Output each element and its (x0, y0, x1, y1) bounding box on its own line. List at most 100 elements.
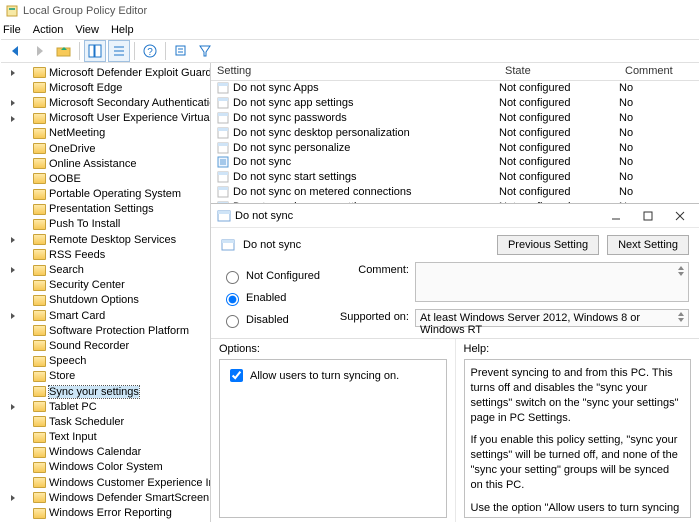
app-icon (5, 4, 19, 18)
col-state[interactable]: State (499, 63, 619, 80)
tree-item[interactable]: Task Scheduler (5, 414, 210, 429)
folder-icon (33, 128, 46, 139)
menu-help[interactable]: Help (111, 24, 134, 36)
tree-item[interactable]: Windows Error Reporting (5, 505, 210, 520)
list-header: Setting State Comment (211, 63, 699, 81)
setting-row[interactable]: Do not sync start settingsNot configured… (211, 170, 699, 185)
setting-row[interactable]: Do not sync personalizeNot configuredNo (211, 140, 699, 155)
setting-comment: No (619, 82, 699, 94)
window-title: Local Group Policy Editor (23, 5, 147, 17)
folder-icon (33, 265, 46, 276)
setting-dialog: Do not sync Do not sync Previous Setting… (211, 203, 699, 522)
svg-text:?: ? (147, 47, 153, 58)
find-icon[interactable] (170, 40, 192, 62)
menubar: File Action View Help (1, 21, 699, 39)
tree-item[interactable]: Store (5, 369, 210, 384)
col-comment[interactable]: Comment (619, 63, 699, 80)
setting-row[interactable]: Do not sync app settingsNot configuredNo (211, 96, 699, 111)
back-icon[interactable] (5, 40, 27, 62)
menu-file[interactable]: File (3, 24, 21, 36)
help-icon[interactable]: ? (139, 40, 161, 62)
tree-item[interactable]: Sound Recorder (5, 338, 210, 353)
close-icon[interactable] (667, 207, 693, 225)
toolbar: ? (1, 39, 699, 63)
tree-item[interactable]: Microsoft User Experience Virtualizatior (5, 111, 210, 126)
comment-scroll-icon[interactable] (678, 266, 686, 276)
tree-item[interactable]: Shutdown Options (5, 293, 210, 308)
setting-name: Do not sync (233, 156, 291, 168)
setting-name: Do not sync on metered connections (233, 186, 412, 198)
tree-item-label: Store (49, 370, 75, 382)
previous-setting-button[interactable]: Previous Setting (497, 235, 599, 255)
menu-view[interactable]: View (75, 24, 99, 36)
tree-item[interactable]: Remote Desktop Services (5, 232, 210, 247)
properties-icon[interactable] (108, 40, 130, 62)
dialog-icon (217, 209, 231, 223)
folder-icon (33, 371, 46, 382)
setting-row[interactable]: Do not sync passwordsNot configuredNo (211, 111, 699, 126)
dialog-subtitle: Do not sync (243, 239, 301, 251)
tree-item[interactable]: Software Protection Platform (5, 323, 210, 338)
filter-icon[interactable] (194, 40, 216, 62)
tree-pane[interactable]: Microsoft Defender Exploit GuardMicrosof… (1, 63, 211, 522)
tree-item[interactable]: Windows Calendar (5, 445, 210, 460)
tree-item-label: Speech (49, 355, 86, 367)
tree-item[interactable]: Sync your settings (5, 384, 210, 399)
tree-item[interactable]: Windows Customer Experience Improv (5, 475, 210, 490)
setting-row[interactable]: Do not sync AppsNot configuredNo (211, 81, 699, 96)
setting-row[interactable]: Do not sync desktop personalizationNot c… (211, 125, 699, 140)
radio-not-configured[interactable]: Not Configured (221, 268, 331, 284)
maximize-icon[interactable] (635, 207, 661, 225)
supported-scroll-icon[interactable] (678, 312, 686, 322)
minimize-icon[interactable] (603, 207, 629, 225)
setting-comment: No (619, 142, 699, 154)
tree-item[interactable]: NetMeeting (5, 126, 210, 141)
tree-item[interactable]: Portable Operating System (5, 187, 210, 202)
tree-item[interactable]: Speech (5, 354, 210, 369)
setting-row[interactable]: Do not sync on metered connectionsNot co… (211, 185, 699, 200)
show-hide-tree-icon[interactable] (84, 40, 106, 62)
tree-item[interactable]: Push To Install (5, 217, 210, 232)
tree-item[interactable]: Text Input (5, 430, 210, 445)
tree-item-label: Online Assistance (49, 158, 136, 170)
tree-item[interactable]: Search (5, 262, 210, 277)
forward-icon[interactable] (29, 40, 51, 62)
radio-disabled[interactable]: Disabled (221, 312, 331, 328)
tree-item[interactable]: Security Center (5, 278, 210, 293)
tree-item[interactable]: Online Assistance (5, 156, 210, 171)
tree-item[interactable]: OneDrive (5, 141, 210, 156)
tree-item[interactable]: RSS Feeds (5, 247, 210, 262)
tree-item[interactable]: Windows Color System (5, 460, 210, 475)
gpedit-window: Local Group Policy Editor File Action Vi… (0, 0, 700, 523)
folder-icon (33, 249, 46, 260)
tree-item[interactable]: Tablet PC (5, 399, 210, 414)
setting-state: Not configured (499, 112, 619, 124)
tree-item[interactable]: Windows Defender SmartScreen (5, 490, 210, 505)
setting-row[interactable]: Do not syncNot configuredNo (211, 155, 699, 170)
tree-item-label: Microsoft Secondary Authentication Fa (49, 97, 210, 109)
folder-icon (33, 340, 46, 351)
radio-enabled[interactable]: Enabled (221, 290, 331, 306)
help-paragraph: Use the option "Allow users to turn sync… (471, 501, 685, 518)
up-icon[interactable] (53, 40, 75, 62)
allow-syncing-checkbox[interactable]: Allow users to turn syncing on. (226, 366, 440, 385)
setting-comment: No (619, 171, 699, 183)
next-setting-button[interactable]: Next Setting (607, 235, 689, 255)
tree-item[interactable]: Microsoft Defender Exploit Guard (5, 65, 210, 80)
setting-state: Not configured (499, 142, 619, 154)
tree-item[interactable]: Windows Game Recording and Broadca (5, 521, 210, 522)
tree-item[interactable]: OOBE (5, 171, 210, 186)
folder-icon (33, 447, 46, 458)
setting-comment: No (619, 156, 699, 168)
tree-item-label: Portable Operating System (49, 188, 181, 200)
comment-field[interactable] (415, 262, 689, 302)
tree-item[interactable]: Microsoft Edge (5, 80, 210, 95)
setting-comment: No (619, 97, 699, 109)
tree-item[interactable]: Smart Card (5, 308, 210, 323)
menu-action[interactable]: Action (33, 24, 64, 36)
tree-item[interactable]: Microsoft Secondary Authentication Fa (5, 95, 210, 110)
tree-item[interactable]: Presentation Settings (5, 202, 210, 217)
tree-item-label: OOBE (49, 173, 81, 185)
col-setting[interactable]: Setting (211, 63, 499, 80)
folder-icon (33, 295, 46, 306)
